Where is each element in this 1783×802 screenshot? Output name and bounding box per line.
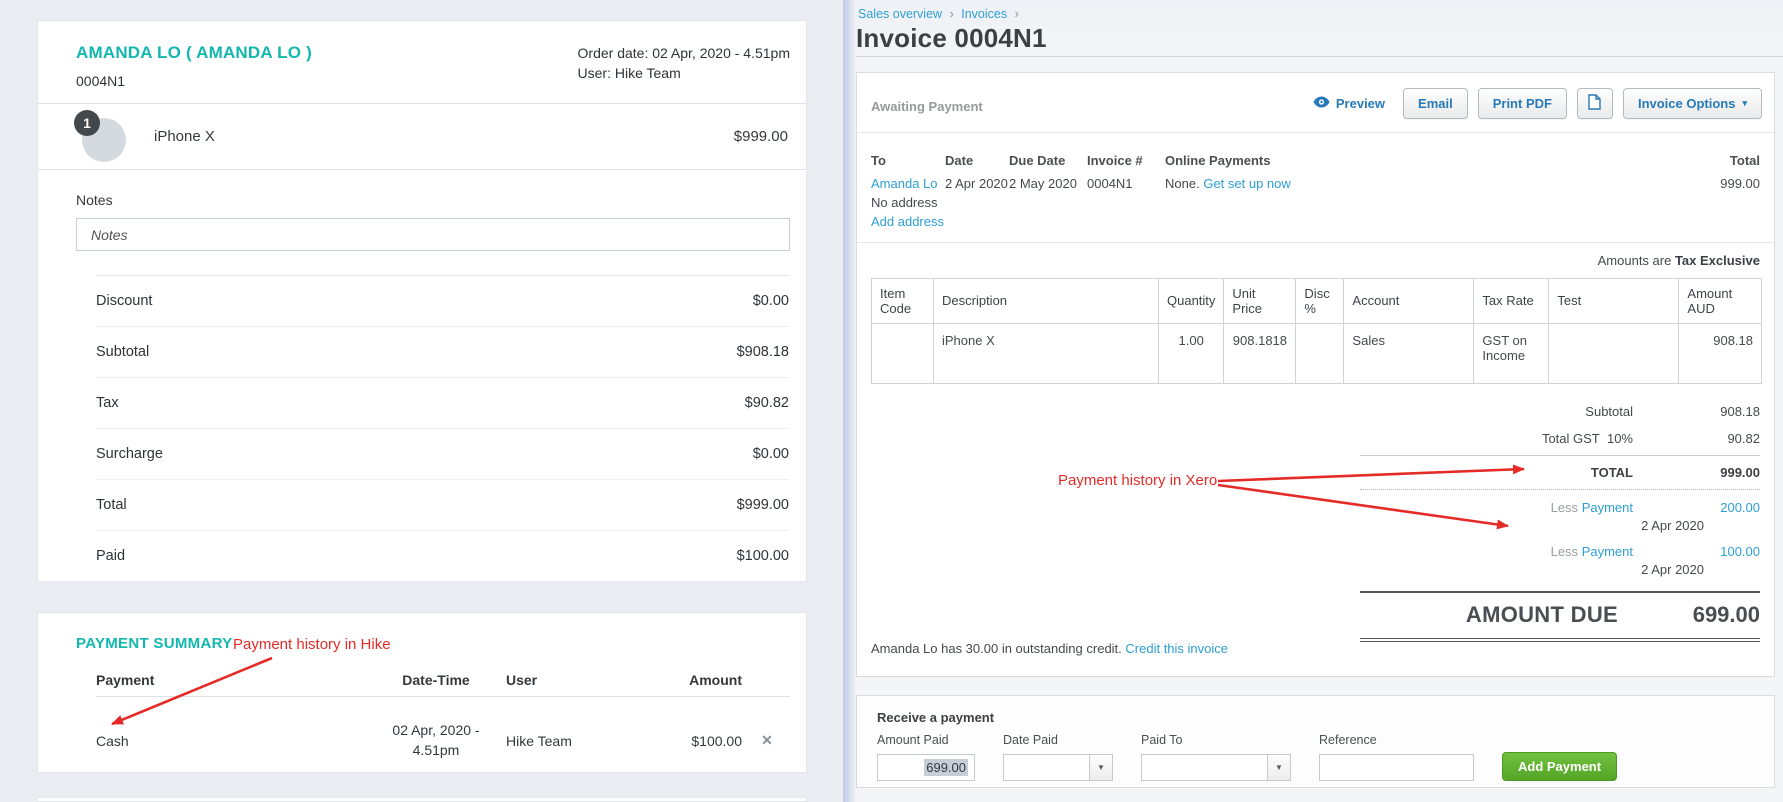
divider xyxy=(1360,488,1760,490)
invoice-totals: Subtotal 908.18 Total GST 10% 90.82 TOTA… xyxy=(1360,398,1760,642)
remove-payment-button[interactable]: ✕ xyxy=(761,732,773,749)
payment-method: Cash xyxy=(96,732,129,749)
payment-link[interactable]: Payment xyxy=(1581,499,1633,515)
payment-date: 2 Apr 2020 xyxy=(1641,561,1704,577)
total-row-paid: Paid $100.00 xyxy=(96,530,789,581)
eye-icon xyxy=(1313,96,1330,111)
payment-summary-row: Cash 02 Apr, 2020 - 4.51pm Hike Team $10… xyxy=(96,711,790,770)
invoice-panel: Awaiting Payment Preview Email Print PDF… xyxy=(856,72,1775,677)
line-items-table: Item Code Description Quantity Unit Pric… xyxy=(871,277,1762,384)
breadcrumb-separator: › xyxy=(1014,7,1019,21)
xero-header: Sales overview › Invoices › Invoice 0004… xyxy=(856,0,1783,57)
total-row-surcharge: Surcharge $0.00 xyxy=(96,428,789,479)
breadcrumb-invoices[interactable]: Invoices xyxy=(961,7,1008,21)
page-title: Invoice 0004N1 xyxy=(856,23,1047,53)
payment-amount: 200.00 xyxy=(1720,499,1760,515)
payment-summary-card: PAYMENT SUMMARY Payment Date-Time User A… xyxy=(37,612,807,773)
amount-paid-value: 699.00 xyxy=(924,759,968,776)
item-price: $999.00 xyxy=(733,128,788,145)
item-qty-badge: 1 xyxy=(74,109,100,136)
order-item-row: 1 iPhone X $999.00 xyxy=(38,104,806,170)
gst-row: Total GST 10% 90.82 xyxy=(1541,430,1760,446)
payment-summary-header: Payment Date-Time User Amount xyxy=(96,666,790,697)
outstanding-credit-note: Amanda Lo has 30.00 in outstanding credi… xyxy=(871,641,1229,656)
xero-pane: Sales overview › Invoices › Invoice 0004… xyxy=(843,0,1783,802)
total-row: TOTAL 999.00 xyxy=(1590,464,1760,480)
amount-due-value: 699.00 xyxy=(1692,601,1760,627)
order-number: 0004N1 xyxy=(76,73,126,89)
payment-datetime: 02 Apr, 2020 - 4.51pm xyxy=(392,722,480,758)
reference-label: Reference xyxy=(1319,733,1377,747)
payment-history-row: Less Payment 200.00 2 Apr 2020 xyxy=(1360,493,1760,537)
total-row-total: Total $999.00 xyxy=(96,479,789,530)
status-badge: Awaiting Payment xyxy=(871,99,983,114)
email-button[interactable]: Email xyxy=(1403,88,1468,119)
divider xyxy=(1360,454,1760,456)
date-paid-select[interactable]: ▼ xyxy=(1003,754,1113,781)
annotation-payment-history-hike: Payment history in Hike xyxy=(233,636,391,653)
payment-date: 2 Apr 2020 xyxy=(1641,517,1704,533)
chevron-down-icon[interactable]: ▼ xyxy=(1089,755,1112,780)
line-item-row: iPhone X 1.00 908.1818 Sales GST on Inco… xyxy=(871,322,1762,384)
order-totals: Discount $0.00 Subtotal $908.18 Tax $90.82 … xyxy=(38,275,806,581)
customer-name[interactable]: AMANDA LO ( AMANDA LO ) xyxy=(76,43,312,62)
online-payments-value: None. xyxy=(1165,176,1200,191)
receive-payment-title: Receive a payment xyxy=(877,710,995,725)
tax-mode-note: Amounts are Tax Exclusive xyxy=(1597,252,1760,268)
amount-paid-input[interactable]: 699.00 xyxy=(877,754,975,781)
line-items-header: Item Code Description Quantity Unit Pric… xyxy=(871,277,1762,324)
pane-divider xyxy=(843,0,857,802)
annotation-payment-history-xero: Payment history in Xero xyxy=(1058,472,1218,489)
item-name: iPhone X xyxy=(154,128,215,145)
breadcrumb-separator: › xyxy=(949,7,954,21)
divider xyxy=(38,103,806,104)
add-payment-button[interactable]: Add Payment xyxy=(1502,752,1618,781)
chevron-down-icon: ▾ xyxy=(1742,98,1747,108)
date-paid-label: Date Paid xyxy=(1003,733,1058,747)
paid-to-select[interactable]: ▼ xyxy=(1141,754,1291,781)
paid-to-label: Paid To xyxy=(1141,733,1183,747)
payment-history-row: Less Payment 100.00 2 Apr 2020 xyxy=(1360,537,1760,581)
order-card: Order date: 02 Apr, 2020 - 4.51pm User: … xyxy=(37,20,807,582)
receive-payment-panel: Receive a payment Amount Paid 699.00 Dat… xyxy=(856,695,1775,788)
invoice-options-button[interactable]: Invoice Options ▾ xyxy=(1622,88,1762,119)
total-row-tax: Tax $90.82 xyxy=(96,377,789,428)
order-date: Order date: 02 Apr, 2020 - 4.51pm xyxy=(577,45,790,61)
chevron-down-icon[interactable]: ▼ xyxy=(1267,755,1290,780)
print-pdf-button[interactable]: Print PDF xyxy=(1477,88,1567,119)
breadcrumb: Sales overview › Invoices › xyxy=(856,0,1783,21)
total-row-discount: Discount $0.00 xyxy=(96,275,789,326)
invoice-info: To Amanda Lo No address Add address Date… xyxy=(857,133,1774,243)
contact-address: No address xyxy=(871,194,938,210)
copy-document-button[interactable] xyxy=(1576,88,1613,119)
hike-pane: Order date: 02 Apr, 2020 - 4.51pm User: … xyxy=(0,0,843,802)
document-icon xyxy=(1588,94,1602,113)
next-card-edge xyxy=(37,797,807,802)
reference-input[interactable] xyxy=(1319,754,1474,781)
add-address-link[interactable]: Add address xyxy=(871,213,944,229)
breadcrumb-sales-overview[interactable]: Sales overview xyxy=(858,7,943,21)
online-payments-setup-link[interactable]: Get set up now xyxy=(1203,176,1291,191)
amount-due-row: AMOUNT DUE 699.00 xyxy=(1360,590,1760,642)
contact-link[interactable]: Amanda Lo xyxy=(871,176,938,191)
preview-button[interactable]: Preview xyxy=(1313,96,1385,111)
notes-label: Notes xyxy=(76,192,113,208)
line-item-description: iPhone X xyxy=(933,322,1159,384)
notes-input[interactable] xyxy=(76,218,790,251)
amount-paid-label: Amount Paid xyxy=(877,733,949,747)
order-user: User: Hike Team xyxy=(577,65,681,82)
credit-this-invoice-link[interactable]: Credit this invoice xyxy=(1125,641,1229,656)
payment-link[interactable]: Payment xyxy=(1581,543,1633,559)
payment-summary-title: PAYMENT SUMMARY xyxy=(76,635,233,652)
total-row-subtotal: Subtotal $908.18 xyxy=(96,326,789,377)
subtotal-row: Subtotal 908.18 xyxy=(1585,403,1760,419)
invoice-date: 2 Apr 2020 xyxy=(945,176,1008,191)
payment-amount: $100.00 xyxy=(691,732,742,749)
invoice-number: 0004N1 xyxy=(1087,176,1133,191)
invoice-due-date: 2 May 2020 xyxy=(1009,176,1077,191)
payment-user: Hike Team xyxy=(506,732,572,749)
payment-amount: 100.00 xyxy=(1720,543,1760,559)
invoice-total: 999.00 xyxy=(1720,176,1760,191)
